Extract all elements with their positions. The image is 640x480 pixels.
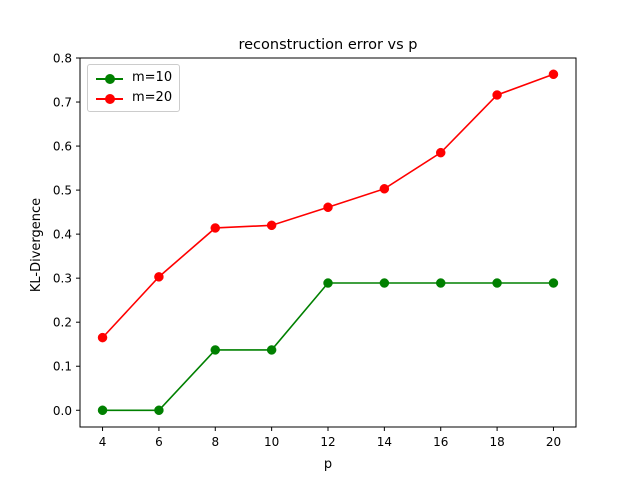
legend-item-series-1: m=20 xyxy=(88,89,179,109)
chart-title: reconstruction error vs p xyxy=(238,37,417,53)
series-layer xyxy=(97,69,559,416)
y-tick-label: 0.3 xyxy=(53,272,72,286)
axes-frame xyxy=(79,57,577,428)
series-1-point xyxy=(210,223,221,233)
y-tick-label: 0.0 xyxy=(53,404,72,418)
series-1-point xyxy=(492,90,502,100)
legend-marker-series-0 xyxy=(105,74,115,84)
legend-label-series-0: m=10 xyxy=(132,70,173,85)
x-tick-label: 8 xyxy=(211,435,219,449)
series-1-point xyxy=(379,184,390,194)
y-axis-label: KL-Divergence xyxy=(29,198,44,292)
series-1-point xyxy=(154,272,164,282)
series-0-point xyxy=(266,345,277,355)
x-tick-label: 16 xyxy=(433,435,448,449)
y-tick-label: 0.1 xyxy=(53,360,72,374)
x-tick-label: 10 xyxy=(264,435,279,449)
x-tick-label: 4 xyxy=(99,435,107,449)
y-tick-label: 0.2 xyxy=(53,316,72,330)
x-axis-label: p xyxy=(324,457,332,472)
y-tick-label: 0.7 xyxy=(53,96,72,110)
y-tick-label: 0.4 xyxy=(53,228,72,242)
legend-item-series-0: m=10 xyxy=(88,69,179,89)
series-0-point xyxy=(492,278,502,288)
series-0-point xyxy=(210,345,221,355)
series-0-point xyxy=(97,405,108,416)
x-tick-label: 18 xyxy=(489,435,504,449)
series-1-point xyxy=(266,220,277,231)
series-0-point xyxy=(154,405,164,416)
y-tick-label: 0.8 xyxy=(53,52,72,66)
series-0-point xyxy=(379,278,390,288)
series-1-point xyxy=(435,147,446,158)
legend: m=10 m=20 xyxy=(87,64,180,112)
series-0-point xyxy=(435,278,446,288)
axes-layer: 4 6 8 10 12 14 16 18 20 0.0 0.1 0.2 0.3 0.4 0.5 0.6 0.7 0… xyxy=(53,52,577,449)
series-0-point xyxy=(323,278,333,288)
legend-marker-series-1 xyxy=(105,94,115,104)
series-1-point xyxy=(97,332,108,343)
y-tick-label: 0.5 xyxy=(53,184,72,198)
legend-label-series-1: m=20 xyxy=(132,90,173,105)
x-tick-label: 20 xyxy=(546,435,561,449)
series-1-point xyxy=(548,69,559,80)
series-0-point xyxy=(548,278,559,288)
series-1-point xyxy=(323,202,333,213)
x-tick-label: 14 xyxy=(377,435,392,449)
y-tick-label: 0.6 xyxy=(53,140,72,154)
x-tick-label: 12 xyxy=(320,435,335,449)
x-tick-label: 6 xyxy=(155,435,163,449)
